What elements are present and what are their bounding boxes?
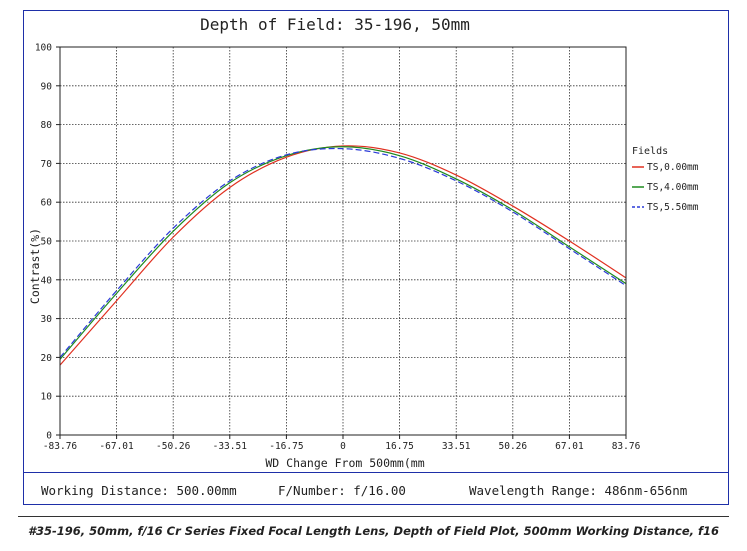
figure-caption: #35-196, 50mm, f/16 Cr Series Fixed Foca…	[27, 524, 720, 538]
axis-ticks: -83.76 -67.01 -50.26 -33.51 -16.75 0 16.75 33.5…	[35, 43, 641, 453]
y-axis-label: Contrast(%)	[28, 228, 42, 304]
x-tick-label: -67.01	[99, 441, 134, 452]
chart-frame	[23, 10, 729, 505]
legend-label: TS,4.00mm	[647, 182, 699, 193]
y-tick-label: 80	[41, 120, 53, 131]
legend: Fields TS,0.00mm TS,4.00mm TS,5.50mm	[632, 146, 699, 213]
y-tick-label: 70	[41, 159, 53, 170]
depth-of-field-chart: Depth of Field: 35-196, 50mm -83.76 -67.0…	[28, 15, 699, 470]
chart-title: Depth of Field: 35-196, 50mm	[200, 15, 470, 34]
series-line-1	[59, 145, 627, 366]
x-tick-label: 16.75	[385, 441, 414, 452]
legend-label: TS,5.50mm	[647, 202, 699, 213]
y-tick-label: 0	[46, 431, 52, 442]
legend-title: Fields	[632, 146, 668, 157]
x-axis-label: WD Change From 500mm(mm	[265, 456, 424, 470]
series-line-3	[59, 147, 627, 358]
info-bar: Working Distance: 500.00mm F/Number: f/1…	[23, 472, 729, 505]
working-distance-text: Working Distance: 500.00mm	[41, 483, 237, 498]
series-line-2	[59, 146, 627, 360]
legend-label: TS,0.00mm	[647, 162, 699, 173]
y-tick-label: 40	[41, 275, 53, 286]
y-tick-label: 90	[41, 81, 53, 92]
f-number-text: F/Number: f/16.00	[278, 483, 406, 498]
series-lines	[59, 145, 627, 366]
x-tick-label: 83.76	[612, 441, 641, 452]
x-tick-label: 50.26	[499, 441, 528, 452]
x-tick-label: -16.75	[269, 441, 303, 452]
wavelength-range-text: Wavelength Range: 486nm-656nm	[469, 483, 688, 498]
caption-divider	[18, 516, 729, 517]
y-tick-label: 10	[41, 392, 53, 403]
x-tick-label: 33.51	[442, 441, 471, 452]
plot-area	[59, 46, 627, 436]
y-tick-label: 50	[41, 237, 53, 248]
y-tick-label: 100	[35, 43, 52, 54]
grid	[60, 47, 626, 435]
x-tick-label: -50.26	[156, 441, 191, 452]
x-tick-label: 0	[340, 441, 346, 452]
x-tick-label: -83.76	[43, 441, 78, 452]
x-tick-label: -33.51	[213, 441, 248, 452]
y-tick-label: 30	[41, 314, 53, 325]
y-tick-label: 60	[41, 198, 53, 209]
y-tick-label: 20	[41, 353, 53, 364]
x-tick-label: 67.01	[555, 441, 584, 452]
